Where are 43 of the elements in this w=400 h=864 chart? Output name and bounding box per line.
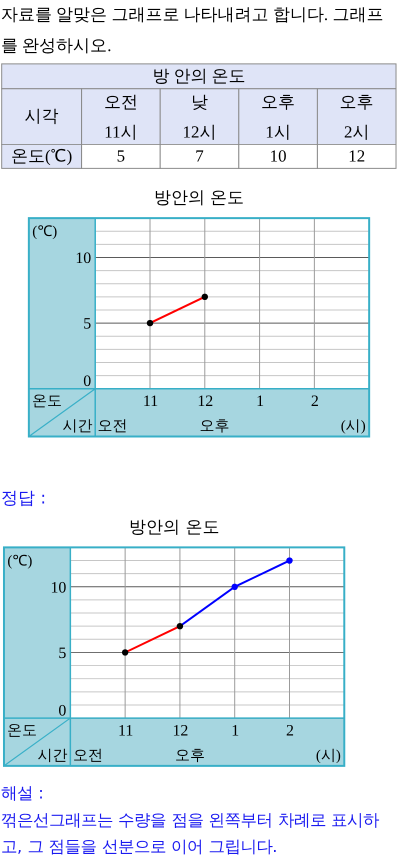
chart-title: 방안의 온도: [128, 516, 220, 536]
text: 정답 :: [0, 488, 46, 508]
y-tick-label: 0: [58, 702, 66, 720]
data-label: 7: [195, 146, 204, 166]
chart-title: 방안의 온도: [154, 187, 244, 208]
x-tick-label: 12: [172, 722, 188, 740]
text: 시간: [37, 748, 68, 764]
x-axis-title: (시): [316, 748, 341, 764]
y-tick-label: 5: [58, 644, 66, 662]
text: 해설 :: [0, 783, 44, 802]
text: 방 안의 온도: [152, 66, 246, 86]
text: 오전: [72, 748, 103, 764]
text: 오전: [98, 418, 128, 435]
text: 오후: [200, 418, 230, 435]
text: 온도(℃): [11, 146, 72, 166]
y-tick-label: 5: [83, 316, 92, 333]
data-label: 12: [348, 146, 366, 166]
data-label: 10: [270, 146, 287, 166]
x-tick-label: 2: [310, 393, 319, 410]
category-label: 오후 1시: [261, 92, 296, 142]
text: 시간: [62, 418, 92, 435]
text: 꺾은선그래프는 수량을 점을 왼쪽부터 차례로 표시하고, 그 점들을 선분으로 이어 그립니다.: [0, 810, 380, 856]
y-tick-label: 0: [83, 373, 92, 390]
y-tick-label: 10: [75, 250, 92, 267]
x-axis-title: (시): [340, 418, 366, 435]
y-tick-label: 10: [50, 579, 66, 596]
data-label: 5: [116, 146, 126, 166]
x-tick-label: 1: [256, 393, 264, 410]
category-label: 오후 2시: [340, 92, 374, 142]
x-tick-label: 11: [118, 722, 134, 740]
y-axis-title: (℃): [32, 224, 58, 240]
text: 시각: [24, 106, 59, 126]
x-tick-label: 1: [231, 722, 240, 740]
y-axis-title: (℃): [7, 553, 32, 570]
x-tick-label: 12: [197, 393, 214, 410]
text: 자료를 알맞은 그래프로 나타내려고 합니다. 그래프를 완성하시오.: [0, 5, 384, 55]
category-label: 오전 11시: [104, 92, 138, 142]
x-tick-label: 2: [286, 722, 294, 740]
text: 오후: [174, 748, 205, 764]
x-tick-label: 11: [142, 393, 158, 410]
category-label: 낮 12시: [182, 92, 216, 142]
text: 온도: [6, 722, 37, 739]
text: 온도: [32, 394, 62, 410]
